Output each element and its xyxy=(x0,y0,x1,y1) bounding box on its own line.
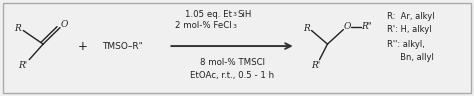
Text: R": R" xyxy=(361,22,372,31)
Text: 2 mol-% FeCl: 2 mol-% FeCl xyxy=(175,21,232,30)
Text: 1.05 eq. Et: 1.05 eq. Et xyxy=(185,10,232,19)
Text: R': R' xyxy=(311,61,320,70)
Text: EtOAc, r.t., 0.5 - 1 h: EtOAc, r.t., 0.5 - 1 h xyxy=(190,71,274,80)
Text: R: R xyxy=(14,24,21,33)
Text: R:  Ar, alkyl: R: Ar, alkyl xyxy=(387,12,435,21)
Text: SiH: SiH xyxy=(237,10,251,19)
Text: +: + xyxy=(78,40,88,53)
Text: 3: 3 xyxy=(232,24,236,29)
Text: TMSO–R": TMSO–R" xyxy=(102,42,143,51)
Text: R'': alkyl,: R'': alkyl, xyxy=(387,40,425,49)
Text: Bn, allyl: Bn, allyl xyxy=(387,53,434,62)
Text: 3: 3 xyxy=(232,12,236,17)
FancyBboxPatch shape xyxy=(3,3,471,93)
Text: R': H, alkyl: R': H, alkyl xyxy=(387,25,432,34)
Text: 8 mol-% TMSCl: 8 mol-% TMSCl xyxy=(200,58,264,67)
Text: R: R xyxy=(303,24,310,33)
Text: R': R' xyxy=(18,61,28,70)
Text: O: O xyxy=(344,22,351,31)
Text: O: O xyxy=(60,20,68,29)
